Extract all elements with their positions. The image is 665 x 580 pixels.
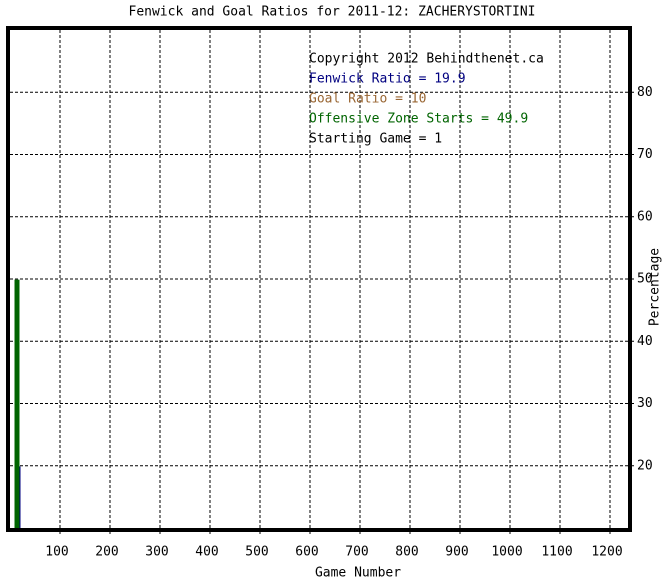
x-tick-label: 400 — [195, 545, 218, 560]
x-tick-label: 200 — [95, 545, 118, 560]
plot-frame — [6, 26, 632, 532]
x-tick-label: 100 — [45, 545, 68, 560]
y-tick-label: 30 — [637, 396, 653, 411]
legend-entry: Offensive Zone Starts = 49.9 — [309, 112, 528, 127]
x-tick-label: 1000 — [491, 545, 522, 560]
x-tick-label: 900 — [445, 545, 468, 560]
chart-title: Fenwick and Goal Ratios for 2011-12: ZAC… — [129, 5, 536, 20]
legend-entry: Fenwick Ratio = 19.9 — [309, 72, 466, 87]
y-axis-label: Percentage — [648, 248, 663, 326]
x-tick-label: 600 — [295, 545, 318, 560]
y-tick-label: 50 — [637, 272, 653, 287]
y-tick-label: 40 — [637, 334, 653, 349]
legend-entry: Goal Ratio = 10 — [309, 92, 426, 107]
bar — [14, 279, 20, 528]
x-axis-label: Game Number — [315, 566, 401, 580]
x-tick-label: 700 — [345, 545, 368, 560]
annotation: Starting Game = 1 — [309, 132, 442, 147]
x-tick-label: 800 — [395, 545, 418, 560]
y-tick-label: 20 — [637, 458, 653, 473]
x-tick-label: 1100 — [541, 545, 572, 560]
y-tick-label: 70 — [637, 147, 653, 162]
y-tick-label: 60 — [637, 209, 653, 224]
y-tick-label: 80 — [637, 85, 653, 100]
annotation: Copyright 2012 Behindthenet.ca — [309, 52, 544, 67]
x-tick-label: 300 — [145, 545, 168, 560]
x-tick-label: 1200 — [591, 545, 622, 560]
x-tick-label: 500 — [245, 545, 268, 560]
